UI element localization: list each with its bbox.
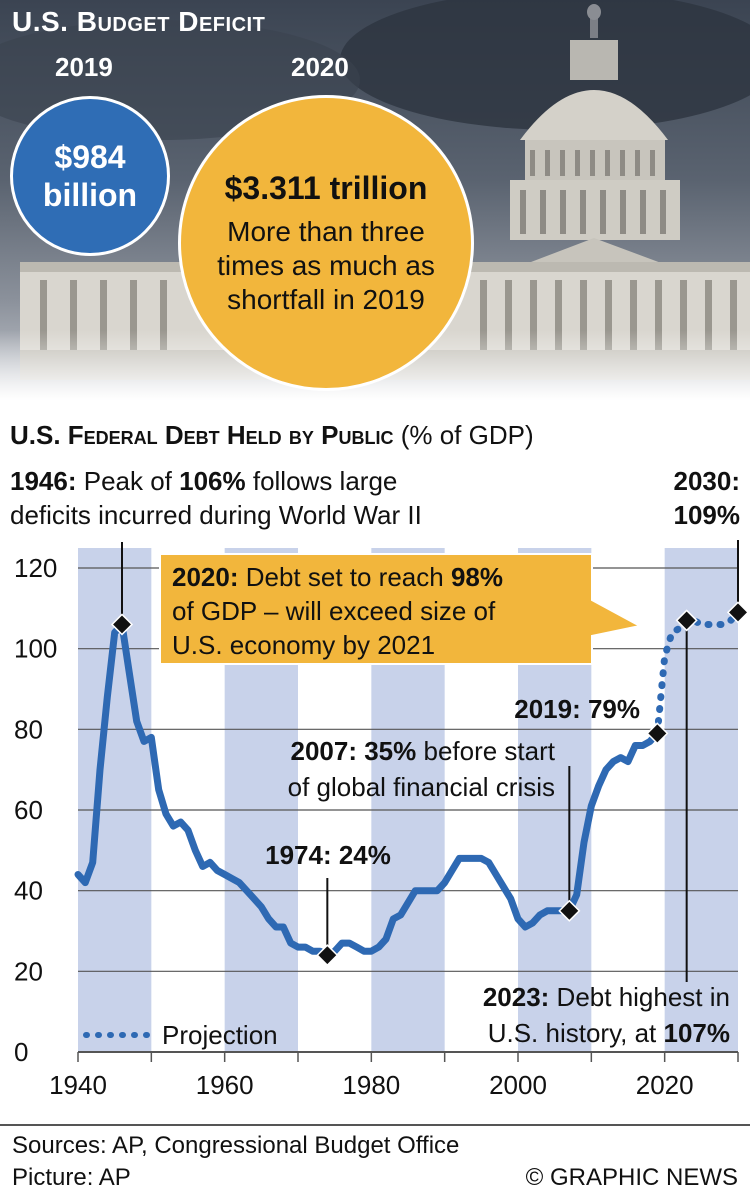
marker-2030 [726,601,750,624]
hero-photo-banner: U.S. Budget Deficit 2019 2020 $984 billi… [0,0,750,400]
y-tick-label-100: 100 [14,634,57,664]
annotation-2023-line2: U.S. history, at 107% [488,1018,730,1048]
annotation-2019: 2019: 79% [514,694,640,724]
callout-2020: 2020: Debt set to reach 98% of GDP – wil… [159,553,643,665]
y-tick-label-120: 120 [14,553,57,583]
picture-credit: Picture: AP [12,1164,131,1191]
chart-title: U.S. Federal Debt Held by Public (% of G… [10,420,534,451]
debt-line-chart: 0 20 40 60 80 100 120 1940 1960 1980 2000 2020 194… [10,466,750,1100]
annotation-2007-line2: of global financial crisis [288,772,555,802]
x-tick-label-1960: 1960 [196,1070,254,1100]
marker-2023 [675,609,698,632]
annotations: 1946: Peak of 106% follows large deficit… [10,466,740,1048]
series-projection-line [653,608,742,737]
y-tick-label-40: 40 [14,876,43,906]
x-tick-label-1980: 1980 [342,1070,400,1100]
chart-title-unit: (% of GDP) [400,420,534,450]
x-tick-label-2000: 2000 [489,1070,547,1100]
budget-deficit-title: U.S. Budget Deficit [12,6,266,37]
y-tick-label-60: 60 [14,795,43,825]
marker-2007 [558,899,581,922]
annotation-2023-line1: 2023: Debt highest in [483,982,730,1012]
footer-divider [0,1124,750,1126]
marker-2019 [646,722,669,745]
deficit-2020-amount: $3.311 trillion [224,170,428,206]
legend: Projection [83,1020,278,1050]
deficit-2019-circle: $984 billion [10,96,170,256]
callout-2020-line2: of GDP – will exceed size of [172,596,496,626]
deficit-2019-amount: $984 billion [42,139,138,213]
chart-title-main: U.S. Federal Debt Held by Public [10,420,394,450]
annotation-1974: 1974: 24% [265,840,391,870]
sources-credit: Sources: AP, Congressional Budget Office [12,1132,460,1159]
data-markers [110,601,750,967]
marker-1946 [110,613,134,636]
legend-projection-label: Projection [162,1020,278,1050]
year-2019-label: 2019 [55,52,113,82]
deficit-2020-circle: $3.311 trillion More than three times as… [178,95,474,391]
y-tick-label-0: 0 [14,1037,28,1067]
deficit-2020-note: More than three times as much as shortfa… [217,216,435,315]
marker-1974 [316,944,339,967]
y-axis-ticks: 0 20 40 60 80 100 120 [14,553,57,1067]
annotation-1946-line1: 1946: Peak of 106% follows large [10,466,397,496]
decade-band-2020 [664,548,738,1052]
annotation-1946-line2: deficits incurred during World War II [10,500,422,530]
year-2020-label: 2020 [291,52,349,82]
annotation-2030-line2: 109% [674,500,741,530]
x-axis-ticks: 1940 1960 1980 2000 2020 [49,1052,739,1100]
x-tick-label-1940: 1940 [49,1070,107,1100]
y-tick-label-20: 20 [14,956,43,986]
annotation-leaders [121,540,739,982]
callout-2020-line1: 2020: Debt set to reach 98% [172,562,503,592]
graphic-news-credit: © GRAPHIC NEWS [525,1164,738,1191]
y-tick-label-80: 80 [14,714,43,744]
callout-2020-line3: U.S. economy by 2021 [172,630,435,660]
annotation-2030-line1: 2030: [674,466,741,496]
annotation-2007-line1: 2007: 35% before start [291,736,556,766]
x-tick-label-2020: 2020 [636,1070,694,1100]
